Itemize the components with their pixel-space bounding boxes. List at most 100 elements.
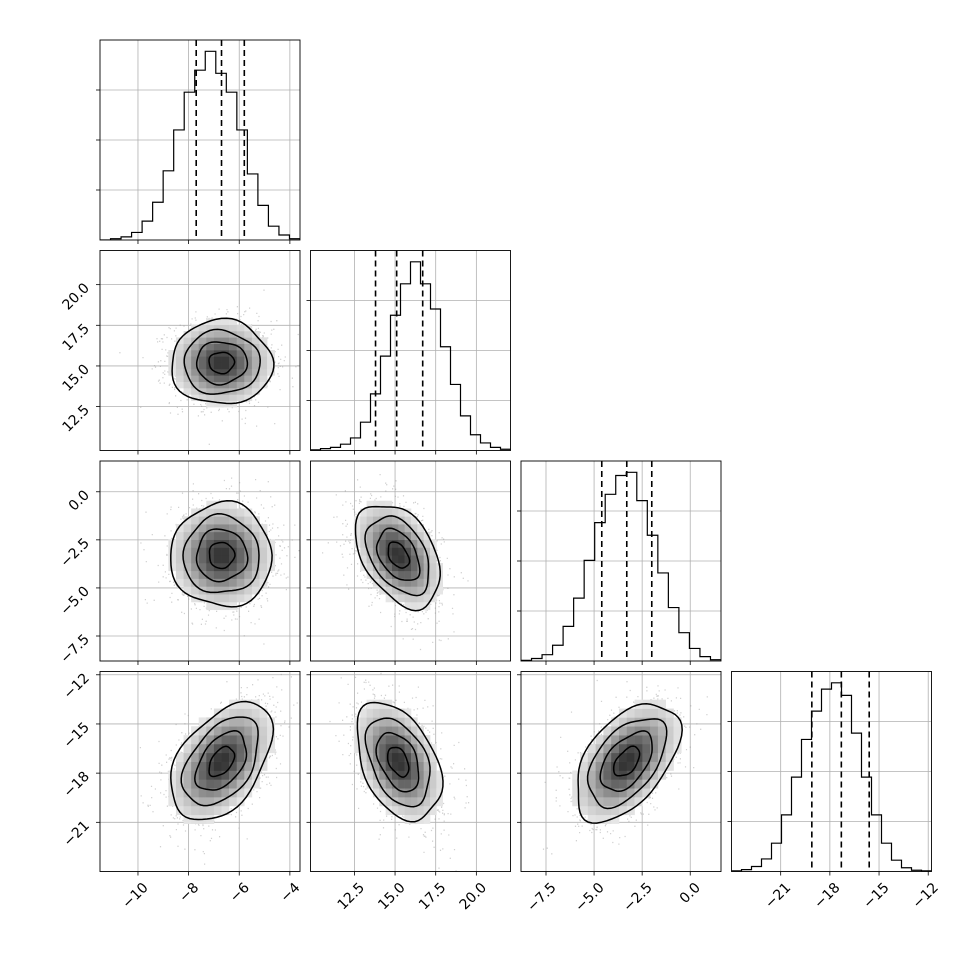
density-cell <box>198 779 207 789</box>
density-cell <box>398 578 405 587</box>
density-cell <box>353 735 361 745</box>
density-cell <box>198 394 207 402</box>
density-cell <box>267 362 275 370</box>
density-cell <box>430 570 437 579</box>
density-cell <box>398 752 405 762</box>
density-cell <box>626 779 635 789</box>
density-cell <box>391 735 399 745</box>
density-cell <box>353 524 361 533</box>
density-cell <box>213 375 222 383</box>
density-cell <box>183 555 192 564</box>
density-cell <box>417 797 424 807</box>
density-cell <box>580 779 589 789</box>
density-cell <box>213 743 222 754</box>
density-cell <box>213 343 222 351</box>
density-cell <box>634 797 643 807</box>
density-cell <box>353 531 361 540</box>
density-cell <box>650 726 659 736</box>
density-cell <box>372 516 380 525</box>
density-panel-2-1 <box>310 461 511 661</box>
density-cell <box>673 735 682 745</box>
density-cell <box>379 586 386 595</box>
density-cell <box>360 717 367 727</box>
x-tick-label: 15.0 <box>375 880 408 913</box>
density-cell <box>236 761 245 771</box>
density-cell <box>191 343 200 351</box>
density-cell <box>634 717 643 727</box>
density-cell <box>417 539 424 548</box>
density-cell <box>379 761 386 771</box>
density-cell <box>572 797 581 807</box>
density-cell <box>650 779 659 789</box>
density-cell <box>398 708 405 718</box>
density-cell <box>175 343 184 351</box>
contour-0 <box>612 745 641 777</box>
density-cell <box>618 752 628 762</box>
density-cell <box>366 779 374 789</box>
density-cell <box>221 500 230 509</box>
density-cell <box>191 570 200 579</box>
density-cell <box>206 788 215 798</box>
density-cell <box>267 726 275 736</box>
density-cell <box>430 743 437 754</box>
density-cell <box>206 394 215 402</box>
density-cell <box>244 708 253 718</box>
density-cell <box>366 726 374 736</box>
density-cell <box>423 752 431 762</box>
density-cell <box>183 524 192 533</box>
density-cell <box>417 779 424 789</box>
density-cell <box>587 797 596 807</box>
density-cell <box>379 570 386 579</box>
density-cell <box>244 743 253 754</box>
density-cell <box>626 797 635 807</box>
contour-1 <box>195 341 249 386</box>
density-cell <box>175 547 184 556</box>
density-cell <box>404 735 412 745</box>
density-cell <box>198 578 207 587</box>
density-cell <box>175 524 184 533</box>
density-cell <box>372 524 380 533</box>
density-cell <box>423 779 431 789</box>
density-cell <box>650 708 659 718</box>
density-cell <box>213 388 222 395</box>
density-cell <box>183 337 192 344</box>
density-cell <box>213 717 222 727</box>
x-tick-label: 12.5 <box>335 880 368 913</box>
density-cell <box>259 350 268 357</box>
density-cell <box>236 578 245 587</box>
density-cell <box>657 717 667 727</box>
density-cell <box>183 356 192 363</box>
density-cell <box>213 752 222 762</box>
density-cell <box>372 555 380 564</box>
density-cell <box>236 570 245 579</box>
density-cell <box>379 797 386 807</box>
density-cell <box>410 770 418 780</box>
density-cell <box>229 337 238 344</box>
density-cell <box>410 539 418 548</box>
density-cell <box>221 788 230 798</box>
density-cell <box>634 761 643 771</box>
density-cell <box>603 761 612 771</box>
density-cell <box>251 547 260 556</box>
density-cell <box>198 726 207 736</box>
density-cell <box>410 814 418 824</box>
density-cell <box>191 356 200 363</box>
density-cell <box>580 788 589 798</box>
density-cell <box>198 356 207 363</box>
density-cell <box>198 381 207 389</box>
density-cell <box>198 337 207 344</box>
density-cell <box>251 717 260 727</box>
density-cell <box>430 752 437 762</box>
density-cell <box>391 788 399 798</box>
density-cell <box>221 381 230 389</box>
density-cell <box>191 555 200 564</box>
density-cell <box>229 743 238 754</box>
density-cell <box>251 563 260 572</box>
density-cell <box>221 508 230 517</box>
density-cell <box>221 524 230 533</box>
density-cell <box>372 717 380 727</box>
density-cell <box>191 539 200 548</box>
density-cell <box>259 735 268 745</box>
density-cell <box>353 743 361 754</box>
density-cell <box>221 805 230 816</box>
